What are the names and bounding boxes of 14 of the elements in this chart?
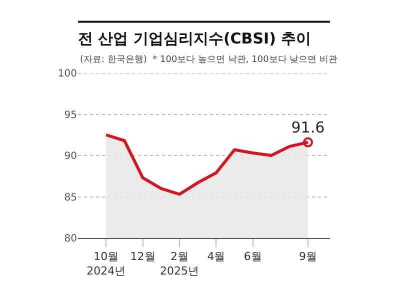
x-tick-label: 9월 <box>298 250 317 264</box>
x-tick-label: 4월 <box>207 250 226 264</box>
y-tick-label: 85 <box>64 192 77 204</box>
x-tick-label: 6월 <box>244 250 262 264</box>
y-tick-label: 90 <box>64 151 77 162</box>
y-tick-label: 100 <box>58 68 77 80</box>
x-tick-label: 12월 <box>130 250 156 264</box>
x-tick-label: 10월 2024년 <box>86 250 126 278</box>
y-tick-label: 80 <box>64 234 77 244</box>
chart-title: 전 산업 기업심리지수(CBSI) 추이 <box>78 29 312 48</box>
data-label: 91.6 <box>291 118 325 137</box>
chart-subtitle: (자료: 한국은행) * 100보다 높으면 낙관, 100보다 낮으면 비관 <box>80 55 338 65</box>
x-tick-label: 2월 2025년 <box>160 250 199 278</box>
y-tick-label: 95 <box>64 110 77 121</box>
